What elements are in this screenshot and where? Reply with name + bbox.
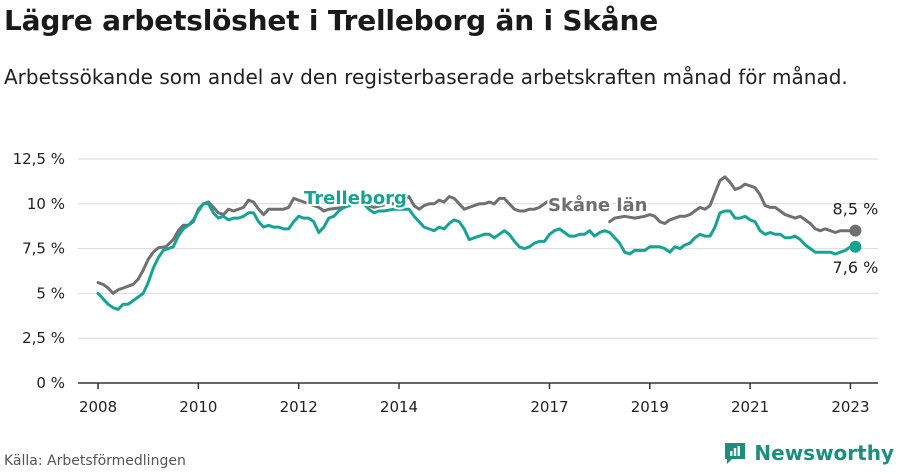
skane-end-value-label: 8,5 % — [833, 200, 879, 219]
skane-line — [96, 175, 857, 295]
series-labels: Trelleborg Skåne län 8,5 % 7,6 % — [302, 186, 879, 277]
trelleborg-line — [96, 202, 857, 311]
skane-series-label: Skåne län — [548, 194, 648, 216]
y-tick-label: 7,5 % — [22, 240, 65, 258]
x-tick-label: 2017 — [530, 398, 568, 416]
brand-name: Newsworthy — [754, 441, 894, 465]
brand-logo[interactable]: Newsworthy — [722, 440, 894, 466]
source-credit: Källa: Arbetsförmedlingen — [4, 453, 186, 469]
y-tick-label: 10 % — [27, 195, 65, 213]
trelleborg-end-value-label: 7,6 % — [833, 258, 879, 277]
x-tick-label: 2012 — [280, 398, 318, 416]
chart-subtitle: Arbetssökande som andel av den registerb… — [4, 65, 848, 89]
newsworthy-logo-icon — [725, 443, 746, 464]
x-tick-label: 2023 — [831, 398, 869, 416]
x-tick-label: 2014 — [380, 398, 418, 416]
y-tick-label: 12,5 % — [13, 150, 65, 168]
series-lines — [96, 175, 862, 311]
chart-title: Lägre arbetslöshet i Trelleborg än i Skå… — [4, 4, 659, 37]
y-tick-label: 0 % — [36, 374, 65, 392]
x-axis: 2008 2010 2012 2014 2017 2019 2021 2023 — [78, 382, 878, 416]
trelleborg-series-label: Trelleborg — [304, 188, 407, 209]
y-tick-label: 5 % — [36, 284, 65, 302]
grid-lines — [78, 158, 878, 339]
x-tick-label: 2010 — [179, 398, 217, 416]
y-axis-labels: 0 % 2,5 % 5 % 7,5 % 10 % 12,5 % — [13, 150, 65, 392]
trelleborg-end-point — [849, 240, 862, 253]
line-chart: 0 %2,5 %5 %7,5 %10 %12,5 % 2008 2010 2012 2… — [13, 150, 879, 416]
skane-end-point — [849, 224, 862, 237]
x-tick-label: 2019 — [631, 398, 669, 416]
y-tick-label: 2,5 % — [22, 329, 65, 347]
x-tick-label: 2008 — [79, 398, 117, 416]
x-tick-label: 2021 — [731, 398, 769, 416]
